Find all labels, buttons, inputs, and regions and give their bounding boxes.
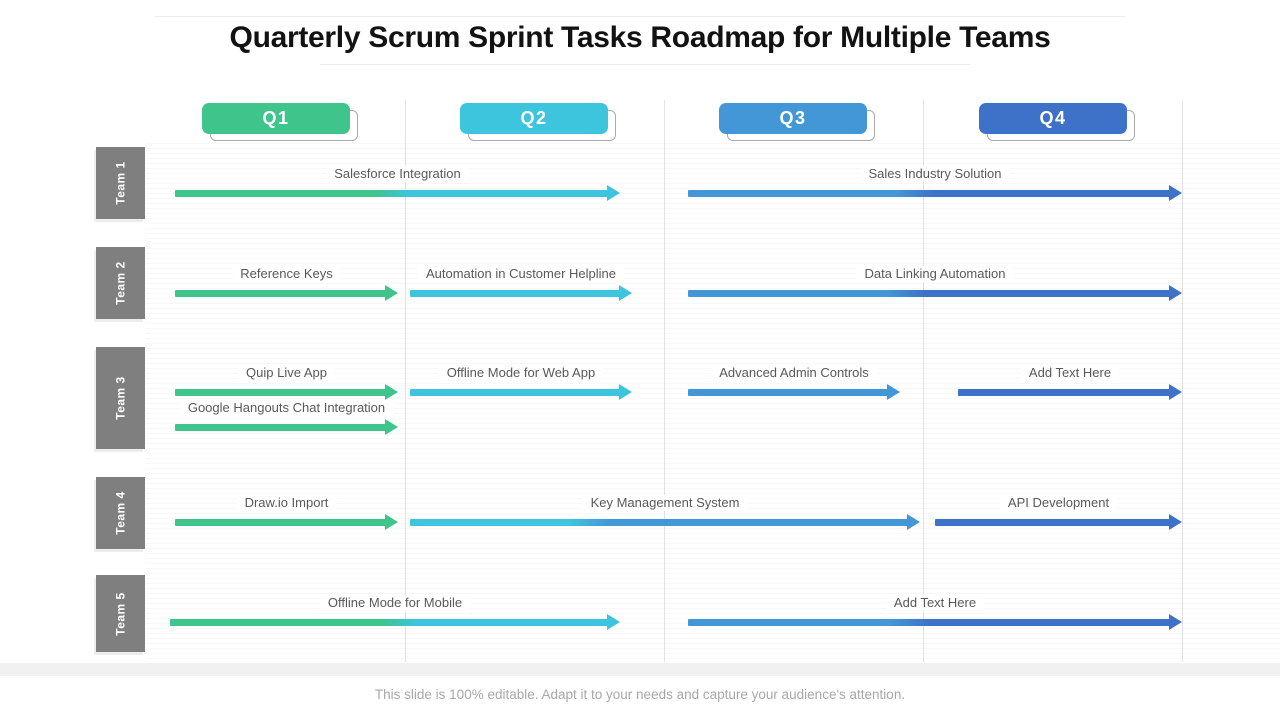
task-arrow-bar [175,519,387,526]
quarter-tab-label: Q2 [460,103,608,134]
quarter-gridline-2 [664,100,665,662]
task-arrow-bar [688,619,1171,626]
task-label: Draw.io Import [236,495,337,511]
team-label: Team 1 [113,161,128,205]
team-label-box-2: Team 2 [96,247,145,319]
footer-note: This slide is 100% editable. Adapt it to… [374,687,906,702]
task-arrow-head [1169,384,1182,400]
task-arrow-head [385,514,398,530]
task-label: Data Linking Automation [856,266,1014,282]
task-arrow-bar [175,389,387,396]
task-arrow-head [607,185,620,201]
task-arrow-head [385,419,398,435]
task-label: Automation in Customer Helpline [417,266,625,282]
task-label: Key Management System [582,495,748,511]
page-title: Quarterly Scrum Sprint Tasks Roadmap for… [229,21,1051,54]
task-arrow-bar [688,389,889,396]
quarter-tab-label: Q4 [979,103,1127,134]
task-label: Add Text Here [1020,365,1120,381]
task-arrow-bar [410,389,621,396]
task-arrow-bar [175,424,387,431]
quarter-tab-q3: Q3 [719,103,875,141]
task-arrow-head [385,384,398,400]
task-label: Salesforce Integration [326,166,469,182]
bottom-band [0,663,1280,676]
task-arrow-head [607,614,620,630]
task-label: Quip Live App [238,365,335,381]
task-label: Add Text Here [885,595,985,611]
quarter-gridline-3 [923,100,924,662]
task-arrow-bar [170,619,609,626]
team-label-box-4: Team 4 [96,477,145,549]
task-arrow-head [1169,614,1182,630]
task-arrow-head [887,384,900,400]
quarter-tab-q4: Q4 [979,103,1135,141]
task-arrow-bar [688,290,1171,297]
task-label: Reference Keys [232,266,341,282]
team-label: Team 5 [113,591,128,636]
quarter-tab-q1: Q1 [202,103,358,141]
team-label: Team 3 [113,376,128,420]
task-arrow-head [619,384,632,400]
quarter-gridline-1 [405,100,406,662]
task-arrow-bar [175,290,387,297]
team-label-box-1: Team 1 [96,147,145,219]
task-label: Offline Mode for Web App [438,365,604,381]
quarter-tab-label: Q3 [719,103,867,134]
title-top-rule [155,16,1125,17]
quarter-tab-q2: Q2 [460,103,616,141]
task-arrow-head [1169,185,1182,201]
task-arrow-bar [410,290,621,297]
team-label-box-5: Team 5 [96,575,145,652]
task-arrow-head [1169,285,1182,301]
task-label: Google Hangouts Chat Integration [179,400,394,416]
task-arrow-bar [958,389,1171,396]
quarter-tab-label: Q1 [202,103,350,134]
quarter-gridline-4 [1182,100,1183,662]
team-label: Team 2 [113,261,128,305]
task-arrow-head [385,285,398,301]
task-label: API Development [999,495,1118,511]
team-label: Team 4 [113,491,128,535]
task-arrow-head [1169,514,1182,530]
team-label-box-3: Team 3 [96,347,145,449]
task-arrow-bar [175,190,609,197]
task-label: Advanced Admin Controls [711,365,877,381]
task-arrow-head [619,285,632,301]
task-arrow-bar [935,519,1171,526]
task-arrow-bar [410,519,909,526]
title-bottom-rule [320,64,970,65]
task-label: Sales Industry Solution [860,166,1010,182]
task-arrow-head [907,514,920,530]
task-label: Offline Mode for Mobile [319,595,471,611]
task-arrow-bar [688,190,1171,197]
